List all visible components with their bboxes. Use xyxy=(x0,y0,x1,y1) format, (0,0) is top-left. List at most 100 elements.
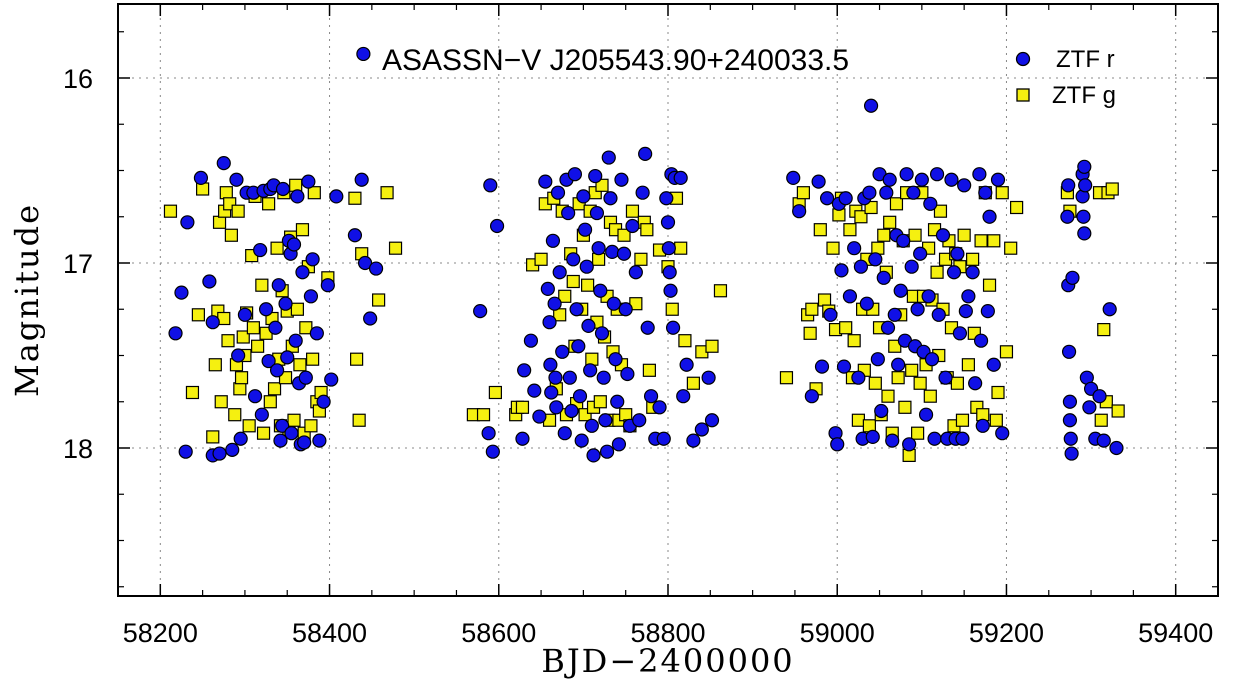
ztf-r-point xyxy=(483,178,498,193)
legend-marker-ztf-g xyxy=(1016,88,1030,102)
ztf-r-point xyxy=(1061,178,1076,193)
ztf-g-point xyxy=(891,371,905,385)
ztf-r-point xyxy=(628,265,643,280)
ztf-g-point xyxy=(847,334,861,348)
ztf-r-point xyxy=(552,265,567,280)
ztf-g-point xyxy=(987,234,1001,248)
ztf-r-point xyxy=(694,422,709,437)
ztf-g-point xyxy=(625,204,640,218)
ztf-g-point xyxy=(242,419,256,433)
ztf-r-point xyxy=(660,215,676,230)
ztf-g-point xyxy=(803,326,817,340)
ztf-r-point xyxy=(859,296,874,311)
ztf-g-point xyxy=(262,197,276,211)
ztf-r-point xyxy=(980,304,995,319)
ztf-g-point xyxy=(805,302,819,316)
ztf-r-point xyxy=(594,326,610,341)
ztf-g-point xyxy=(224,228,238,242)
ztf-g-point xyxy=(163,204,178,218)
ztf-r-point xyxy=(356,46,371,62)
tick-labels: 58200 58400 58600 58800 59000 59200 59400 16 17 1… xyxy=(63,64,1213,648)
ztf-r-point xyxy=(868,252,883,267)
ztf-r-point xyxy=(589,205,605,221)
ztf-g-point xyxy=(191,308,205,322)
ztf-r-point xyxy=(896,233,911,248)
ztf-r-point xyxy=(1060,209,1075,224)
ztf-r-point xyxy=(931,307,946,322)
ztf-r-point xyxy=(532,409,547,424)
ztf-r-point xyxy=(588,168,603,184)
ztf-r-point xyxy=(561,205,576,221)
ztf-r-point xyxy=(268,320,283,335)
ztf-g-point xyxy=(256,426,271,440)
ztf-r-point xyxy=(549,400,564,415)
ztf-r-point xyxy=(891,357,906,372)
data-points xyxy=(163,46,1125,463)
ztf-g-point xyxy=(234,371,249,385)
ztf-r-point xyxy=(929,167,945,182)
ztf-r-point xyxy=(548,370,563,385)
ztf-r-point xyxy=(823,307,838,322)
ztf-r-point xyxy=(640,320,655,335)
ztf-r-point xyxy=(838,191,853,206)
ztf-g-point xyxy=(868,376,882,390)
ztf-g-point xyxy=(476,408,491,422)
ztf-r-point xyxy=(329,189,344,204)
ztf-g-point xyxy=(221,334,235,348)
ztf-r-point xyxy=(924,352,940,367)
x-tick-label: 58200 xyxy=(123,618,198,648)
ztf-r-point xyxy=(599,444,615,459)
ztf-r-point xyxy=(205,315,220,330)
ztf-r-point xyxy=(368,261,384,276)
x-tick-label: 58400 xyxy=(292,618,367,648)
ztf-g-point xyxy=(306,352,320,366)
ztf-r-point xyxy=(620,366,635,382)
ztf-g-point xyxy=(488,385,502,400)
ztf-r-point xyxy=(569,302,584,317)
ztf-r-point xyxy=(572,389,588,404)
ztf-r-point xyxy=(972,167,987,182)
ztf-r-point xyxy=(902,437,917,452)
ztf-r-point xyxy=(652,400,667,415)
ztf-g-point xyxy=(839,321,853,335)
ztf-g-point xyxy=(1004,241,1018,255)
ztf-r-point xyxy=(261,353,276,369)
ztf-r-point xyxy=(656,431,671,446)
ztf-r-point xyxy=(180,215,195,230)
ztf-g-point xyxy=(640,223,654,237)
ztf-g-point xyxy=(566,274,580,289)
ztf-r-point xyxy=(978,185,993,200)
ztf-g-point xyxy=(674,241,688,255)
ztf-r-point xyxy=(946,265,962,280)
ztf-r-point xyxy=(616,246,632,261)
ztf-r-point xyxy=(288,333,303,348)
ztf-g-point xyxy=(851,413,865,427)
ztf-r-point xyxy=(489,218,505,234)
ztf-r-point xyxy=(271,278,286,293)
ztf-r-point xyxy=(792,204,807,219)
ztf-g-point xyxy=(255,278,269,292)
ztf-r-point xyxy=(273,433,288,448)
ztf-r-point xyxy=(229,172,244,187)
ztf-r-point xyxy=(290,189,305,204)
ztf-g-point xyxy=(923,389,937,403)
ztf-g-point xyxy=(933,204,948,218)
ztf-r-point xyxy=(233,431,248,446)
ztf-r-point xyxy=(870,352,885,367)
ztf-r-point xyxy=(923,196,938,211)
ztf-r-point xyxy=(643,389,659,404)
ztf-r-point xyxy=(515,431,530,446)
ztf-r-point xyxy=(212,446,227,461)
ztf-r-point xyxy=(555,344,570,359)
ztf-g-point xyxy=(686,376,700,390)
ztf-g-point xyxy=(1010,200,1024,215)
ztf-g-point xyxy=(267,382,282,396)
ztf-r-point xyxy=(237,307,253,322)
ztf-g-point xyxy=(813,223,827,237)
ztf-r-point xyxy=(814,359,830,374)
ztf-r-point xyxy=(862,185,877,200)
legend: ZTF r ZTF g xyxy=(1015,46,1116,109)
ztf-r-point xyxy=(990,172,1006,187)
ztf-r-point xyxy=(975,418,990,433)
ztf-r-point xyxy=(574,433,589,448)
